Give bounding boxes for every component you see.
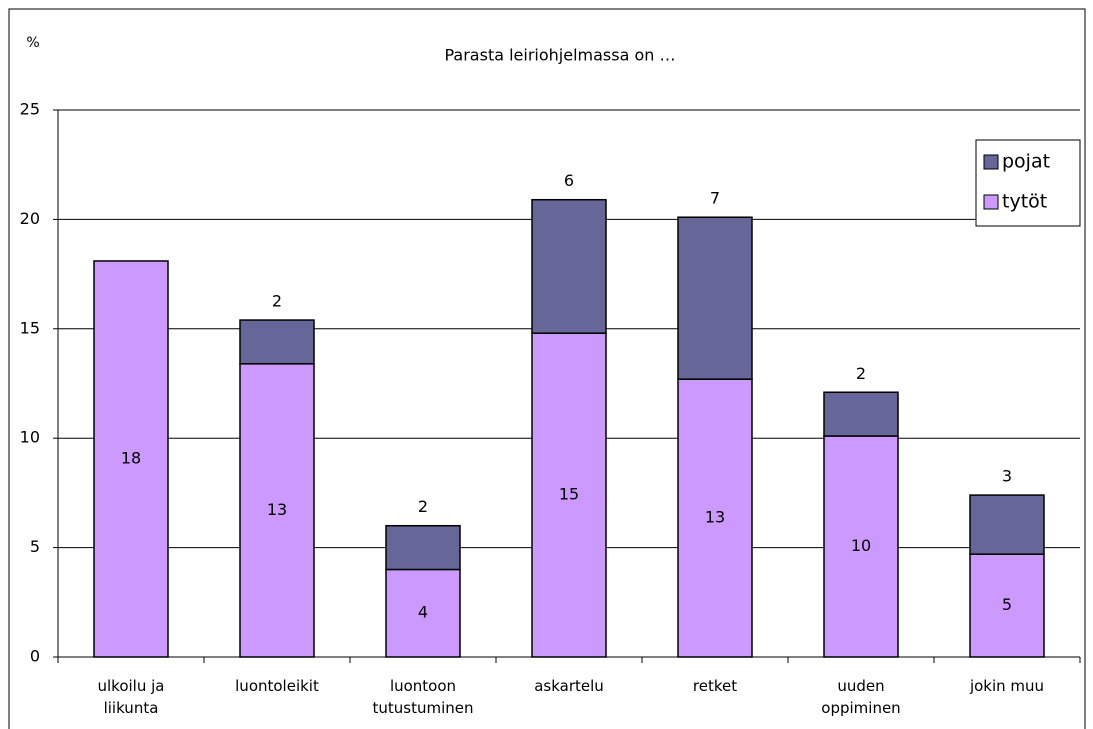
y-tick-label: 5 — [30, 537, 40, 556]
data-label: 6 — [564, 171, 574, 190]
x-tick-label: luontoleikit — [235, 677, 319, 695]
legend-box — [975, 139, 1081, 227]
bar-segment — [823, 391, 899, 437]
data-label: 18 — [121, 448, 141, 467]
bar-segment — [93, 260, 169, 658]
x-tick-label: askartelu — [534, 677, 604, 695]
x-tick-label: luontoon tutustuminen — [372, 677, 474, 717]
bar-segment — [823, 435, 899, 658]
bar-segment — [239, 319, 315, 365]
legend-label: pojat — [1002, 151, 1050, 173]
y-tick-label: 20 — [20, 209, 40, 228]
bar-segment — [677, 216, 753, 380]
data-label: 15 — [559, 485, 579, 504]
data-label: 2 — [856, 364, 866, 383]
legend-swatch — [983, 154, 999, 170]
bar-segment — [385, 568, 461, 658]
y-tick-label: 0 — [30, 647, 40, 666]
x-tick-label: ulkoilu ja liikunta — [97, 677, 165, 717]
y-tick-label: 15 — [20, 318, 40, 337]
legend-label: tytöt — [1002, 191, 1047, 213]
y-tick-label: 25 — [20, 100, 40, 119]
chart-frame — [8, 8, 1086, 729]
bar-segment — [677, 378, 753, 658]
data-label: 5 — [1002, 595, 1012, 614]
bar-segment — [531, 198, 607, 334]
data-label: 2 — [272, 292, 282, 311]
bar-segment — [239, 363, 315, 658]
x-tick-label: jokin muu — [969, 677, 1045, 695]
bar-segment — [969, 553, 1045, 658]
x-tick-label: uuden oppiminen — [821, 677, 901, 717]
x-tick-label: retket — [692, 677, 738, 695]
data-label: 13 — [705, 508, 725, 527]
data-label: 7 — [710, 189, 720, 208]
data-label: 3 — [1002, 467, 1012, 486]
data-label: 13 — [267, 500, 287, 519]
chart-title: Parasta leiriohjelmassa on … — [444, 46, 675, 65]
data-label: 10 — [851, 536, 871, 555]
legend-swatch — [983, 194, 999, 210]
y-axis-label: % — [26, 35, 39, 51]
data-label: 4 — [418, 603, 428, 622]
data-label: 2 — [418, 497, 428, 516]
bar-segment — [385, 524, 461, 571]
y-tick-label: 10 — [20, 428, 40, 447]
bar-segment — [969, 494, 1045, 555]
bar-segment — [531, 332, 607, 658]
